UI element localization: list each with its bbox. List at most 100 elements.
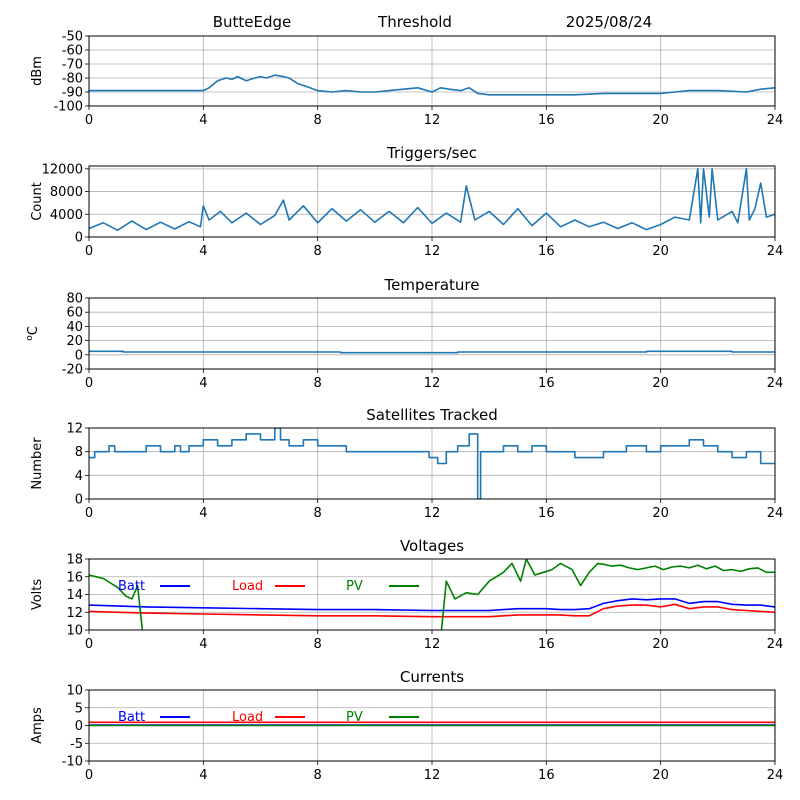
- x-tick-label: 4: [199, 113, 207, 128]
- y-tick-label: 4000: [50, 208, 83, 223]
- panel-5: 0 4 8 12 16 20 24 10 12 14 16 18 Voltages Volts Batt Lo…: [30, 537, 783, 652]
- series-line-pv: [89, 559, 775, 630]
- x-tick-label: 4: [199, 376, 207, 391]
- x-tick-label: 16: [538, 113, 555, 128]
- x-tick-label: 12: [424, 244, 441, 259]
- y-axis-label: Volts: [30, 579, 45, 611]
- series-line-main: [89, 350, 775, 354]
- y-tick-label: -60: [62, 44, 83, 59]
- y-tick-label: 80: [66, 292, 83, 307]
- x-tick-label: 8: [314, 637, 322, 652]
- legend-label-batt: Batt: [118, 710, 145, 725]
- x-tick-label: 20: [652, 376, 669, 391]
- chart-title: Temperature: [383, 276, 479, 294]
- x-tick-label: 8: [314, 768, 322, 783]
- x-tick-label: 24: [767, 768, 784, 783]
- y-tick-label: 0: [75, 348, 83, 363]
- legend-label-load: Load: [232, 710, 263, 725]
- header-subtitle: Threshold: [377, 13, 452, 31]
- axes-frame: [88, 165, 776, 238]
- y-tick-label: 8000: [50, 185, 83, 200]
- legend-label-pv: PV: [346, 579, 363, 594]
- y-tick-label: 40: [66, 320, 83, 335]
- series-line-load: [89, 603, 775, 618]
- x-tick-label: 4: [199, 244, 207, 259]
- y-tick-label: -90: [62, 86, 83, 101]
- legend-label-pv: PV: [346, 710, 363, 725]
- y-tick-label: 60: [66, 306, 83, 321]
- series-line-main: [89, 168, 775, 231]
- axes-frame: [88, 689, 776, 762]
- axes-frame: [88, 558, 776, 631]
- x-tick-label: 24: [767, 637, 784, 652]
- y-axis-label: oC: [25, 326, 41, 341]
- y-tick-label: 20: [66, 334, 83, 349]
- x-tick-label: 24: [767, 244, 784, 259]
- axes-frame: [88, 297, 776, 370]
- x-tick-label: 16: [538, 376, 555, 391]
- y-tick-label: 16: [66, 570, 83, 585]
- x-tick-label: 8: [314, 376, 322, 391]
- x-tick-label: 12: [424, 506, 441, 521]
- y-tick-label: 5: [75, 701, 83, 716]
- y-tick-label: -10: [62, 755, 83, 770]
- header-date: 2025/08/24: [566, 13, 652, 31]
- x-tick-label: 0: [85, 244, 93, 259]
- x-tick-label: 12: [424, 376, 441, 391]
- x-tick-label: 12: [424, 637, 441, 652]
- y-axis-label: dBm: [30, 56, 45, 86]
- y-tick-label: -70: [62, 58, 83, 73]
- series-line-main: [89, 74, 775, 96]
- panel-6: 0 4 8 12 16 20 24 -10 -5 0 5 10 Currents Amps Batt Load…: [30, 668, 783, 783]
- x-tick-label: 24: [767, 506, 784, 521]
- y-tick-label: 12: [66, 606, 83, 621]
- axes-frame: [88, 427, 776, 500]
- x-tick-label: 0: [85, 376, 93, 391]
- x-tick-label: 8: [314, 113, 322, 128]
- x-tick-label: 16: [538, 768, 555, 783]
- chart-title: Voltages: [400, 537, 464, 555]
- y-tick-label: -50: [62, 30, 83, 45]
- x-tick-label: 0: [85, 768, 93, 783]
- y-tick-label: -80: [62, 72, 83, 87]
- x-tick-label: 16: [538, 506, 555, 521]
- x-tick-label: 20: [652, 768, 669, 783]
- y-axis-label: Number: [30, 437, 45, 490]
- y-tick-label: 14: [66, 588, 83, 603]
- y-tick-label: -5: [70, 737, 83, 752]
- y-tick-label: 4: [75, 469, 83, 484]
- x-tick-label: 24: [767, 113, 784, 128]
- legend-label-load: Load: [232, 579, 263, 594]
- y-tick-label: 0: [75, 493, 83, 508]
- x-tick-label: 4: [199, 637, 207, 652]
- x-tick-label: 12: [424, 768, 441, 783]
- panel-4: 0 4 8 12 16 20 24 0 4 8 12 Satellites Tracked Number: [30, 406, 783, 521]
- y-tick-label: 0: [75, 719, 83, 734]
- y-tick-label: 12: [66, 422, 83, 437]
- x-tick-label: 20: [652, 113, 669, 128]
- y-tick-label: 18: [66, 553, 83, 568]
- x-tick-label: 0: [85, 506, 93, 521]
- x-tick-label: 4: [199, 506, 207, 521]
- chart-title: Triggers/sec: [386, 144, 477, 162]
- y-tick-label: 8: [75, 445, 83, 460]
- header-site: ButteEdge: [213, 13, 292, 31]
- x-tick-label: 16: [538, 637, 555, 652]
- panel-2: 0 4 8 12 16 20 24 0 4000 8000 12000 Triggers/sec Cou…: [30, 144, 783, 259]
- x-tick-label: 0: [85, 637, 93, 652]
- y-tick-label: 10: [66, 684, 83, 699]
- x-tick-label: 20: [652, 244, 669, 259]
- chart-title: Currents: [400, 668, 464, 686]
- x-tick-label: 20: [652, 637, 669, 652]
- x-tick-label: 8: [314, 244, 322, 259]
- series-line-main: [89, 428, 775, 499]
- x-tick-label: 8: [314, 506, 322, 521]
- chart-title: Satellites Tracked: [366, 406, 497, 424]
- y-tick-label: -20: [62, 363, 83, 378]
- y-tick-label: 12000: [42, 162, 83, 177]
- y-tick-label: -100: [53, 100, 83, 115]
- panel-1: 0 4 8 12 16 20 24 -100-90-80-70-60-50 dBm: [30, 30, 783, 129]
